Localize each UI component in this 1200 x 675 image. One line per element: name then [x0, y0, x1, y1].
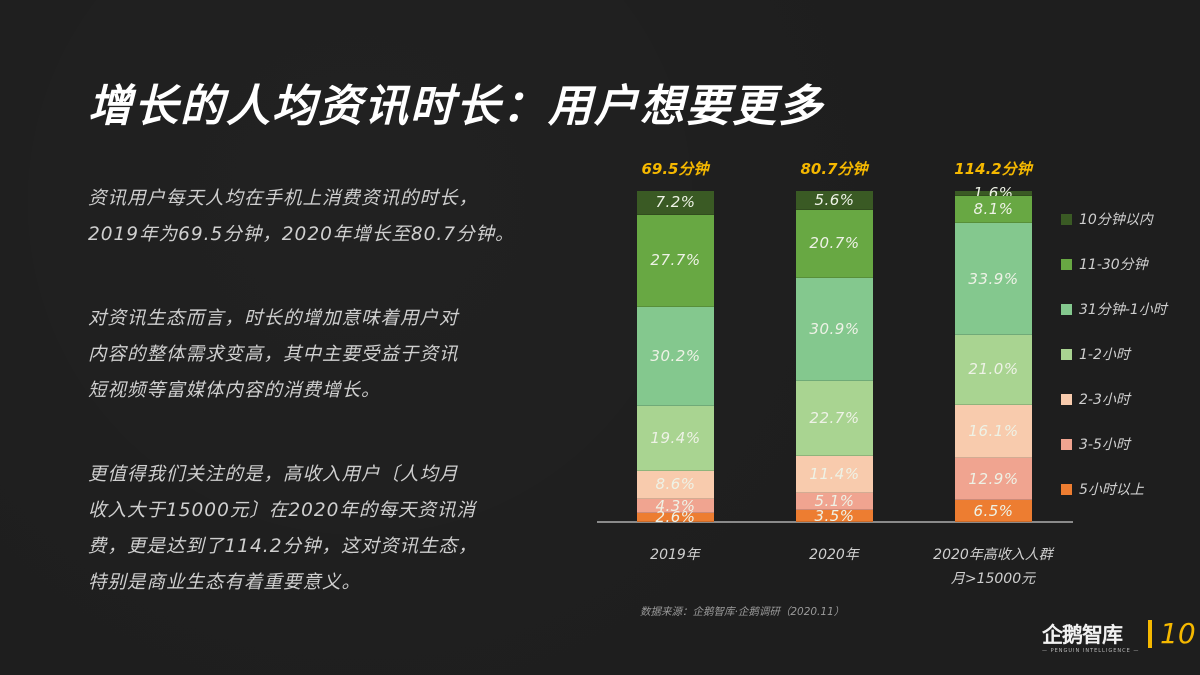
brand-footer: 企鹅智库 — PENGUIN INTELLIGENCE — 10	[1040, 615, 1200, 665]
data-source: 数据来源：企鹅智库·企鹅调研（2020.11）	[640, 606, 845, 618]
stacked-bar: 5.6% 20.7% 30.9% 22.7% 11.4% 5.1% 3.5%	[796, 191, 873, 525]
brand-logo: 企鹅智库	[1042, 623, 1123, 647]
bar-segment: 8.6%	[637, 470, 714, 500]
bar-segment: 2.6%	[637, 508, 714, 526]
legend-label: 31分钟-1小时	[1079, 302, 1167, 318]
paragraph-line: 资讯用户每天人均在手机上消费资讯的时长，	[88, 188, 479, 209]
bar-segment: 6.5%	[955, 500, 1032, 522]
legend-swatch-icon	[1061, 213, 1072, 225]
bar-segment: 12.9%	[955, 457, 1032, 501]
paragraph-3: 更值得我们关注的是，高收入用户〔人均月 收入大于15000元〕在2020年的每天…	[88, 457, 548, 601]
segment-value-label: 8.6%	[655, 475, 696, 494]
legend-item: 5小时以上	[1061, 480, 1167, 498]
segment-value-label: 21.0%	[968, 360, 1019, 379]
bar-segment: 27.7%	[637, 214, 714, 307]
bar-segment: 16.1%	[955, 404, 1032, 458]
legend-swatch-icon	[1061, 348, 1072, 360]
legend-label: 5小时以上	[1079, 482, 1144, 498]
legend-item: 11-30分钟	[1061, 255, 1167, 273]
legend-item: 10分钟以内	[1061, 210, 1167, 228]
bar-segment: 11.4%	[796, 455, 873, 494]
bar-segment: 5.6%	[796, 191, 873, 210]
bar-segment: 30.2%	[637, 306, 714, 407]
segment-value-label: 5.1%	[814, 492, 855, 511]
segment-value-label: 33.9%	[968, 269, 1019, 288]
legend-swatch-icon	[1061, 483, 1072, 495]
page-title: 增长的人均资讯时长：用户想要更多	[88, 81, 824, 132]
paragraph-line: 收入大于15000元〕在2020年的每天资讯消	[88, 500, 476, 521]
paragraph-line: 对资讯生态而言，时长的增加意味着用户对	[88, 308, 459, 329]
paragraph-1: 资讯用户每天人均在手机上消费资讯的时长， 2019年为69.5分钟，2020年增…	[88, 181, 548, 253]
segment-value-label: 6.5%	[973, 501, 1014, 520]
paragraph-2: 对资讯生态而言，时长的增加意味着用户对 内容的整体需求变高，其中主要受益于资讯 …	[88, 301, 548, 409]
bar-segment: 21.0%	[955, 335, 1032, 405]
segment-value-label: 16.1%	[968, 421, 1019, 440]
segment-value-label: 3.5%	[814, 506, 855, 525]
segment-value-label: 2.6%	[655, 508, 696, 527]
legend-swatch-icon	[1061, 438, 1072, 450]
segment-value-label: 22.7%	[809, 408, 860, 427]
legend-label: 11-30分钟	[1079, 257, 1148, 273]
brand-subtitle: — PENGUIN INTELLIGENCE —	[1042, 648, 1140, 654]
segment-value-label: 7.2%	[655, 193, 696, 212]
segment-value-label: 20.7%	[809, 234, 860, 253]
paragraph-line: 特别是商业生态有着重要意义。	[88, 572, 362, 593]
bar-segment: 7.2%	[637, 191, 714, 215]
page-number: 10	[1160, 617, 1196, 650]
bar-total-label: 69.5分钟	[641, 160, 709, 178]
paragraph-line: 更值得我们关注的是，高收入用户〔人均月	[88, 464, 459, 485]
legend-item: 2-3小时	[1061, 390, 1167, 408]
legend-label: 3-5小时	[1079, 437, 1130, 453]
legend-label: 10分钟以内	[1079, 212, 1153, 228]
bar-segment: 3.5%	[796, 506, 873, 525]
segment-value-label: 30.9%	[809, 319, 860, 338]
bar-segment: 8.1%	[955, 196, 1032, 224]
legend-item: 31分钟-1小时	[1061, 300, 1167, 318]
x-axis-category-label: 2020年高收入人群 月>15000元	[933, 547, 1053, 587]
legend-label: 2-3小时	[1079, 392, 1130, 408]
bar-total-label: 114.2分钟	[954, 160, 1032, 178]
paragraph-line: 内容的整体需求变高，其中主要受益于资讯	[88, 344, 459, 365]
segment-value-label: 19.4%	[650, 429, 701, 448]
legend-item: 3-5小时	[1061, 435, 1167, 453]
paragraph-line: 短视频等富媒体内容的消费增长。	[88, 380, 381, 401]
chart-legend: 10分钟以内 11-30分钟 31分钟-1小时 1-2小时 2-3小时 3-5小时 5小时以…	[1061, 210, 1167, 525]
legend-swatch-icon	[1061, 393, 1072, 405]
segment-value-label: 27.7%	[650, 251, 701, 270]
bar-segment: 5.1%	[796, 492, 873, 511]
bar-segment: 4.3%	[637, 496, 714, 515]
segment-value-label: 5.6%	[814, 190, 855, 209]
legend-swatch-icon	[1061, 303, 1072, 315]
x-axis-category-label: 2019年	[650, 547, 700, 563]
bar-segment: 30.9%	[796, 278, 873, 381]
bar-segment: 19.4%	[637, 406, 714, 471]
brand-divider	[1148, 620, 1152, 648]
legend-label: 1-2小时	[1079, 347, 1130, 363]
paragraph-line: 2019年为69.5分钟，2020年增长至80.7分钟。	[88, 224, 515, 245]
bar-segment: 22.7%	[796, 380, 873, 456]
bar-total-label: 80.7分钟	[800, 160, 868, 178]
segment-value-label: 30.2%	[650, 346, 701, 365]
stacked-bar: 1.6% 8.1% 33.9% 21.0% 16.1% 12.9% 6.5%	[955, 184, 1032, 522]
segment-value-label: 11.4%	[809, 465, 860, 484]
legend-swatch-icon	[1061, 258, 1072, 270]
segment-value-label: 4.3%	[655, 496, 696, 515]
x-axis-line	[597, 521, 1073, 523]
legend-item: 1-2小时	[1061, 345, 1167, 363]
segment-value-label: 8.1%	[973, 200, 1014, 219]
stacked-bar: 7.2% 27.7% 30.2% 19.4% 8.6% 4.3% 2.6%	[637, 191, 714, 526]
paragraph-line: 费，更是达到了114.2分钟，这对资讯生态，	[88, 536, 478, 557]
segment-value-label: 12.9%	[968, 469, 1019, 488]
x-axis-category-label: 2020年	[809, 547, 859, 563]
bar-segment: 33.9%	[955, 223, 1032, 336]
bar-segment: 20.7%	[796, 209, 873, 279]
